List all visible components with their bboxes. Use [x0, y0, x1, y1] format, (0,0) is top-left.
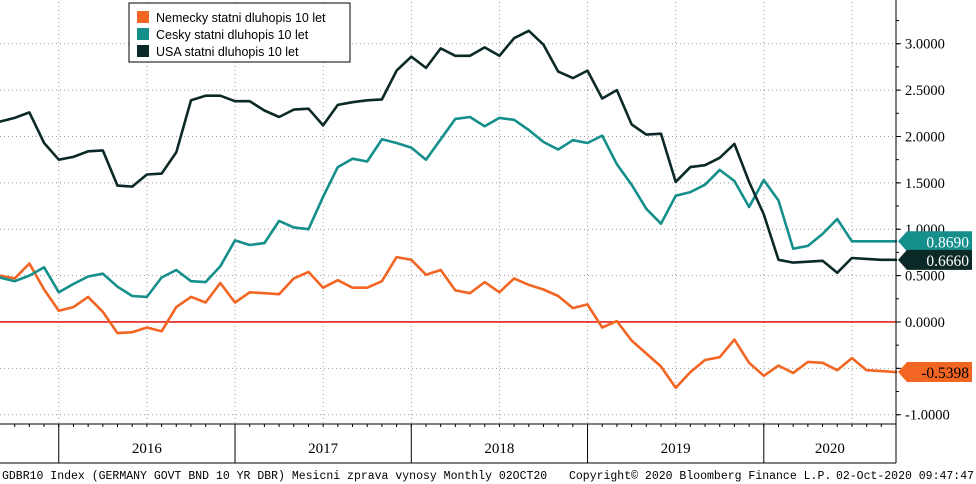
- year-label: 2020: [815, 441, 845, 457]
- series-group: [0, 115, 898, 299]
- legend-entry: Nemecky statni dluhopis 10 let: [137, 11, 326, 25]
- gridlines: [0, 2, 896, 425]
- last-value-labels: -0.5398 0.8690 0.6660: [898, 231, 972, 383]
- legend-box: [128, 2, 351, 63]
- last-value-tag-shape: [898, 231, 972, 252]
- legend-swatch: [137, 11, 149, 23]
- series-line: [0, 115, 898, 299]
- legend-entry: USA statni dluhopis 10 let: [137, 45, 299, 59]
- legend-label: USA statni dluhopis 10 let: [156, 45, 299, 59]
- y-axis: -1.0000-0.50000.00000.50001.00001.50002.…: [895, 0, 950, 463]
- footer-source: GDBR10 Index (GERMANY GOVT BND 10 YR DBR…: [2, 470, 547, 483]
- y-tick-label: 1.5000: [905, 176, 945, 192]
- series-group: [0, 255, 898, 390]
- last-value-tag: 0.8690: [898, 231, 972, 252]
- y-tick-label: -1.0000: [905, 408, 950, 424]
- series-group: [0, 29, 898, 275]
- legend-swatch: [137, 28, 149, 40]
- last-value-text: 0.8690: [926, 234, 969, 251]
- series-line: [0, 29, 898, 275]
- legend-entry: Cesky statni dluhopis 10 let: [137, 28, 309, 42]
- year-label: 2017: [308, 441, 339, 457]
- year-label: 2016: [132, 441, 163, 457]
- legend-label: Cesky statni dluhopis 10 let: [156, 28, 309, 42]
- y-tick-label: 2.5000: [905, 83, 945, 99]
- footer: GDBR10 Index (GERMANY GOVT BND 10 YR DBR…: [2, 470, 974, 483]
- year-label: 2019: [661, 441, 691, 457]
- series-lines: [0, 29, 898, 390]
- last-value-tag-shape: [898, 249, 972, 270]
- footer-timestamp: 02-Oct-2020 09:47:47: [836, 470, 974, 483]
- legend-swatch: [137, 45, 149, 57]
- last-value-tag: 0.6660: [898, 249, 972, 270]
- last-value-tag: -0.5398: [898, 362, 972, 383]
- y-tick-label: 3.0000: [905, 37, 945, 53]
- footer-copyright: Copyright© 2020 Bloomberg Finance L.P.: [569, 470, 831, 483]
- last-value-text: -0.5398: [921, 365, 969, 382]
- y-tick-label: 0.5000: [905, 269, 945, 285]
- last-value-text: 0.6660: [926, 253, 969, 270]
- y-tick-label: 0.0000: [905, 315, 945, 331]
- series-line: [0, 255, 898, 390]
- year-label: 2018: [484, 441, 514, 457]
- year-band: 2016 2017 2018 2019 2020: [0, 424, 896, 464]
- legend-label: Nemecky statni dluhopis 10 let: [156, 11, 326, 25]
- y-tick-label: 2.0000: [905, 129, 945, 145]
- legend: Nemecky statni dluhopis 10 let Cesky stat…: [128, 2, 351, 63]
- last-value-tag-shape: [898, 362, 972, 383]
